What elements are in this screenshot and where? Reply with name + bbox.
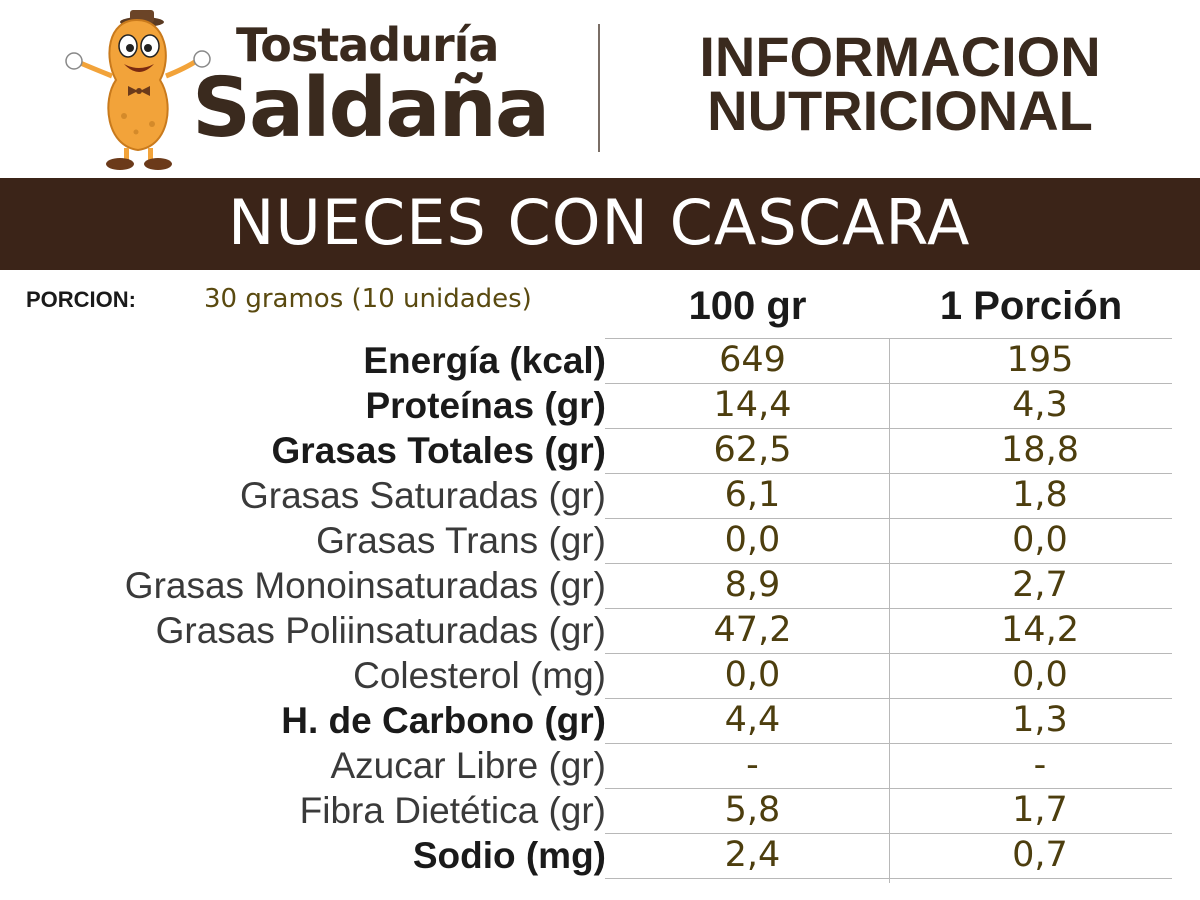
brand-name-main: Saldaña — [192, 61, 550, 156]
nutrient-label: Grasas Monoinsaturadas (gr) — [124, 565, 606, 606]
product-name: NUECES CON CASCARA — [228, 186, 971, 259]
header-divider — [598, 24, 600, 152]
nutrient-label: Grasas Saturadas (gr) — [239, 475, 606, 516]
value-portion: - — [1033, 745, 1047, 785]
row-divider — [605, 698, 1172, 699]
row-divider — [605, 338, 1172, 339]
value-100g: 649 — [719, 340, 786, 380]
table-row: Fibra Dietética (gr) 5,8 1,7 — [0, 788, 1200, 833]
column-divider — [889, 338, 890, 883]
nutrient-label: Proteínas (gr) — [365, 385, 606, 426]
table-row: Proteínas (gr) 14,4 4,3 — [0, 383, 1200, 428]
nutrient-label: Azucar Libre (gr) — [330, 745, 606, 786]
value-portion: 2,7 — [1012, 565, 1068, 605]
value-100g: 2,4 — [724, 835, 781, 875]
table-row: Energía (kcal) 649 195 — [0, 338, 1200, 383]
value-100g: 0,0 — [724, 655, 781, 695]
row-divider — [605, 563, 1172, 564]
table-row: Colesterol (mg) 0,0 0,0 — [0, 653, 1200, 698]
nutrient-label: Sodio (mg) — [412, 835, 606, 876]
value-100g: 47,2 — [713, 610, 792, 650]
row-divider — [605, 608, 1172, 609]
portion-value: 30 gramos (10 unidades) — [204, 284, 532, 314]
value-100g: 14,4 — [713, 385, 792, 425]
table-row: Grasas Monoinsaturadas (gr) 8,9 2,7 — [0, 563, 1200, 608]
value-portion: 14,2 — [1001, 610, 1079, 650]
nutrient-label: Grasas Totales (gr) — [271, 430, 606, 471]
value-portion: 0,7 — [1012, 835, 1068, 875]
table-row: Grasas Saturadas (gr) 6,1 1,8 — [0, 473, 1200, 518]
info-title-line1: INFORMACION — [699, 25, 1101, 88]
table-row: Grasas Poliinsaturadas (gr) 47,2 14,2 — [0, 608, 1200, 653]
row-divider — [605, 653, 1172, 654]
row-divider — [605, 428, 1172, 429]
table-row: Azucar Libre (gr) - - — [0, 743, 1200, 788]
row-divider — [605, 743, 1172, 744]
column-header-portion: 1 Porción — [939, 284, 1123, 328]
product-banner — [0, 178, 1200, 270]
nutrient-label: Grasas Trans (gr) — [316, 520, 606, 561]
brand-name-top: Tostaduría — [236, 18, 499, 72]
value-portion: 1,7 — [1012, 790, 1068, 830]
column-header-100g: 100 gr — [688, 284, 807, 328]
value-100g: - — [746, 745, 759, 785]
row-divider — [605, 833, 1172, 834]
nutrient-label: Grasas Poliinsaturadas (gr) — [155, 610, 606, 651]
value-portion: 18,8 — [1001, 430, 1079, 470]
row-divider — [605, 473, 1172, 474]
value-100g: 5,8 — [724, 790, 781, 830]
nutrient-label: Fibra Dietética (gr) — [299, 790, 606, 831]
value-portion: 0,0 — [1012, 520, 1068, 560]
nutrient-label: Energía (kcal) — [363, 340, 606, 381]
row-divider — [605, 878, 1172, 879]
value-portion: 195 — [1006, 340, 1074, 380]
info-title-line2: NUTRICIONAL — [707, 79, 1093, 142]
nutrient-label: H. de Carbono (gr) — [281, 700, 606, 741]
table-row: H. de Carbono (gr) 4,4 1,3 — [0, 698, 1200, 743]
peanut-mascot-icon — [65, 10, 211, 170]
table-row: Grasas Trans (gr) 0,0 0,0 — [0, 518, 1200, 563]
value-portion: 4,3 — [1012, 385, 1068, 425]
value-100g: 6,1 — [724, 475, 781, 515]
value-100g: 0,0 — [724, 520, 781, 560]
nutrient-label: Colesterol (mg) — [353, 655, 606, 696]
value-100g: 62,5 — [713, 430, 792, 470]
value-100g: 8,9 — [724, 565, 781, 605]
value-portion: 0,0 — [1012, 655, 1068, 695]
row-divider — [605, 788, 1172, 789]
info-title: INFORMACION NUTRICIONAL — [630, 25, 1170, 142]
value-100g: 4,4 — [724, 700, 781, 740]
row-divider — [605, 518, 1172, 519]
portion-label: PORCION: — [26, 287, 136, 312]
value-portion: 1,3 — [1012, 700, 1068, 740]
table-row: Grasas Totales (gr) 62,5 18,8 — [0, 428, 1200, 473]
value-portion: 1,8 — [1012, 475, 1068, 515]
header: Tostaduría Saldaña INFORMACION NUTRICION… — [0, 0, 1200, 178]
row-divider — [605, 383, 1172, 384]
table-row: Sodio (mg) 2,4 0,7 — [0, 833, 1200, 878]
